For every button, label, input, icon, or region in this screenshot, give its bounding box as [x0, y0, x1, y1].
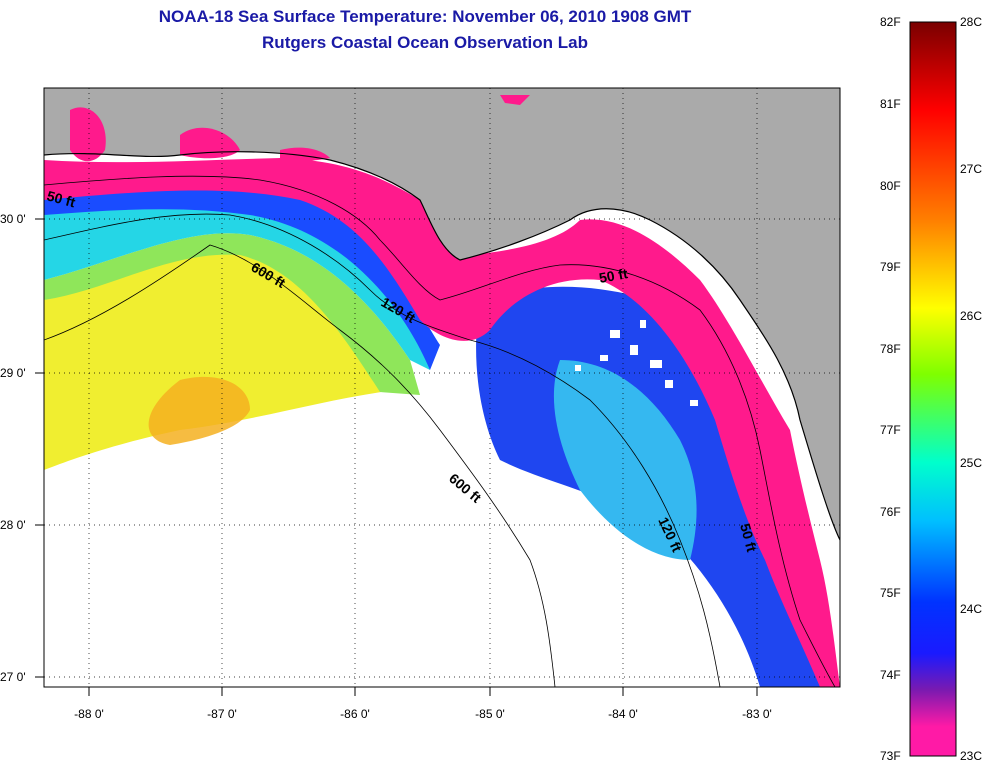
land-mass	[44, 88, 840, 540]
colorbar-c-label: 25C	[960, 456, 982, 470]
lat-label: 28 0'	[0, 518, 26, 532]
colorbar-f-label: 77F	[880, 423, 901, 437]
lon-label: -85 0'	[475, 707, 505, 721]
isobath-label: 50 ft	[598, 265, 629, 286]
colorbar-c-label: 24C	[960, 602, 982, 616]
lon-label: -84 0'	[608, 707, 638, 721]
mid-shelf-water-east	[553, 360, 697, 560]
isobath-50ft	[44, 175, 836, 687]
warmest-water-patch	[148, 376, 250, 445]
lon-label: -88 0'	[74, 707, 104, 721]
colorbar-f-label: 76F	[880, 505, 901, 519]
cloud-speckles	[575, 320, 698, 406]
colorbar-f-label: 79F	[880, 260, 901, 274]
coastline	[44, 151, 840, 541]
map-subtitle: Rutgers Coastal Ocean Observation Lab	[262, 33, 588, 52]
colorbar-c-label: 27C	[960, 162, 982, 176]
fahrenheit-scale: 82F 81F 80F 79F 78F 77F 76F 75F 74F 73F	[880, 15, 901, 763]
isobath-label: 50 ft	[45, 187, 77, 210]
colorbar-f-label: 78F	[880, 342, 901, 356]
lat-label: 30 0'	[0, 212, 26, 226]
map-title: NOAA-18 Sea Surface Temperature: Novembe…	[158, 7, 692, 26]
pensacola-bay	[180, 127, 240, 159]
colorbar-f-label: 75F	[880, 586, 901, 600]
axis-ticks	[35, 218, 758, 696]
shelf-water-west	[44, 179, 440, 370]
inland-water	[500, 95, 530, 105]
map-frame	[43, 87, 841, 688]
lon-label: -87 0'	[207, 707, 237, 721]
isobath-600ft	[44, 244, 556, 687]
colorbar-f-label: 81F	[880, 97, 901, 111]
colorbar-c-label: 28C	[960, 15, 982, 29]
color-bar	[909, 21, 957, 757]
colorbar-f-label: 82F	[880, 15, 901, 29]
isobath-label: 50 ft	[737, 522, 760, 554]
nearshore-cold-water	[44, 158, 840, 687]
colorbar-f-label: 74F	[880, 668, 901, 682]
colorbar-c-label: 26C	[960, 309, 982, 323]
mobile-bay	[70, 107, 106, 162]
colorbar-c-label: 23C	[960, 749, 982, 763]
lon-label: -83 0'	[742, 707, 772, 721]
transition-water	[44, 233, 420, 395]
isobath-120ft	[44, 213, 721, 687]
lon-label: -86 0'	[340, 707, 370, 721]
lat-label: 27 0'	[0, 670, 26, 684]
celsius-scale: 28C 27C 26C 25C 24C 23C	[960, 15, 982, 763]
colorbar-f-label: 80F	[880, 179, 901, 193]
lat-label: 29 0'	[0, 366, 26, 380]
colorbar-f-label: 73F	[880, 749, 901, 763]
